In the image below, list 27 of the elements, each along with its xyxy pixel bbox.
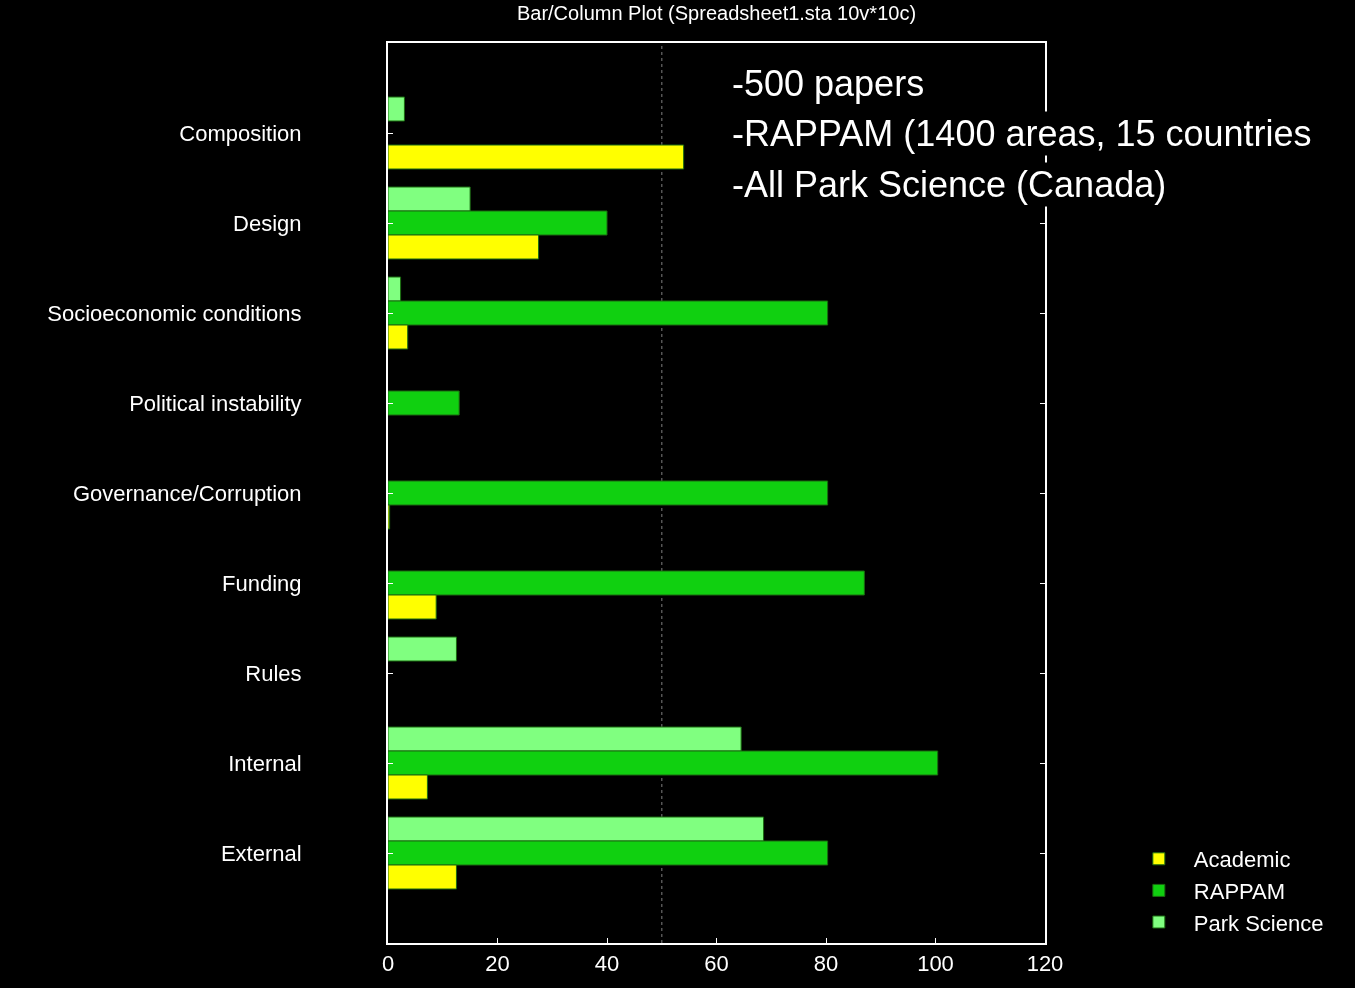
y-tick-label: External	[220, 840, 302, 866]
legend-label: RAPPAM	[1193, 878, 1286, 904]
bar	[388, 390, 460, 416]
y-tick-label: Design	[233, 210, 302, 236]
y-tick-label: Internal	[228, 750, 302, 776]
x-tick-label: 40	[594, 951, 620, 977]
x-tick-label: 20	[485, 951, 510, 977]
bar	[388, 636, 457, 662]
x-tick-label: 120	[1026, 951, 1064, 977]
legend-label: Park Science	[1193, 910, 1324, 936]
annotation: -All Park Science (Canada)	[732, 164, 1167, 205]
bar	[388, 96, 405, 122]
bar	[388, 144, 685, 170]
annotation: -500 papers	[732, 63, 925, 104]
x-tick-label: 100	[917, 951, 954, 977]
x-tick-label: 80	[813, 951, 839, 977]
x-tick-label: 0	[381, 951, 395, 977]
y-tick-label: Rules	[245, 660, 302, 686]
y-tick-label: Governance/Corruption	[72, 480, 302, 506]
chart-title: Bar/Column Plot (Spreadsheet1.sta 10v*10c)	[516, 2, 917, 24]
y-tick-label: Funding	[222, 570, 302, 596]
y-tick-label: Socioeconomic conditions	[47, 300, 302, 326]
y-tick-label: Political instability	[129, 390, 302, 416]
x-tick-label: 60	[704, 951, 729, 977]
annotation: -RAPPAM (1400 areas, 15 countries	[732, 113, 1312, 154]
y-tick-label: Composition	[179, 120, 302, 146]
legend-label: Academic	[1193, 847, 1291, 873]
